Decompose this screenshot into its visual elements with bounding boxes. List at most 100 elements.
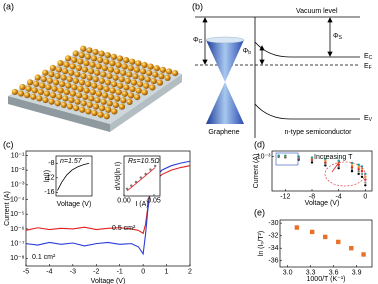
- nanoparticle: [97, 56, 104, 64]
- marker: [364, 175, 367, 179]
- nanoparticle: [49, 92, 57, 99]
- x-tick-label: 3.9: [352, 270, 362, 277]
- y-axis-label: ln(I): [44, 170, 51, 182]
- x-tick-label: -4: [46, 269, 52, 276]
- marker: [277, 154, 280, 157]
- marker: [361, 252, 366, 257]
- nanoparticle: [95, 90, 103, 97]
- nanoparticle: [72, 77, 79, 84]
- marker: [154, 164, 157, 168]
- annotation-arrow: [331, 160, 341, 173]
- nanoparticle: [144, 76, 151, 83]
- nanoparticle: [39, 82, 46, 89]
- nanoparticle: [69, 90, 77, 97]
- cone-rim: [205, 36, 245, 44]
- marker: [125, 187, 129, 190]
- nanoparticle: [136, 81, 144, 88]
- nanoparticle: [113, 68, 121, 75]
- nanoparticle: [115, 89, 122, 96]
- nanoparticle: [132, 73, 139, 80]
- nanoparticle: [111, 108, 118, 115]
- symbol: E: [364, 63, 369, 70]
- nanoparticle: [92, 76, 99, 83]
- nanoparticle: [143, 82, 150, 89]
- nanoparticle: [111, 81, 118, 88]
- nanoparticle: [164, 74, 171, 81]
- symbol: Φ: [193, 37, 199, 44]
- nanoparticle: [48, 98, 55, 105]
- nanoparticle: [77, 58, 84, 65]
- nanoparticle: [141, 89, 148, 96]
- nanoparticle: [86, 47, 93, 54]
- nanoparticle: [62, 68, 69, 75]
- y-axis-label: dV/d(ln I): [115, 162, 122, 190]
- nanoparticle: [81, 66, 89, 73]
- conduction-band: [254, 41, 360, 58]
- nanoparticle: [158, 73, 165, 80]
- x-tick-label: 3.0: [283, 270, 293, 277]
- panel-label: (c): [3, 139, 14, 149]
- nanoparticle: [105, 106, 112, 113]
- nanoparticle: [97, 84, 104, 91]
- nanoparticle: [66, 76, 73, 83]
- marker: [284, 154, 287, 157]
- nanoparticle: [104, 52, 111, 59]
- nanoparticle: [56, 93, 63, 100]
- nanoparticle: [71, 56, 78, 64]
- nanoparticle: [123, 56, 130, 64]
- marker: [360, 172, 364, 176]
- vacuum-label: Vacuum level: [296, 8, 338, 15]
- y-tick-label: 10⁻⁵: [10, 211, 24, 218]
- x-tick-label: -5: [23, 269, 29, 276]
- plot: -5 -4 -3 -2 -1 0 1 2 10⁻¹ 10⁻² 10⁻³ 10⁻⁴ 10⁻⁵ 10⁻⁶ 10⁻…: [4, 150, 192, 284]
- nanoparticle: [36, 95, 43, 102]
- nanoparticle: [149, 84, 156, 91]
- nanoparticle: [116, 55, 124, 62]
- nanoparticle: [141, 61, 148, 69]
- nanoparticle: [62, 95, 69, 102]
- nanoparticle: [124, 77, 131, 85]
- marker: [364, 172, 367, 176]
- inset-annotation: n=1.57: [60, 158, 83, 165]
- ec-label: EC: [364, 53, 373, 61]
- y-tick-label: 10⁻³: [11, 182, 25, 189]
- nanoparticle: [68, 97, 75, 104]
- nanoparticle: [133, 66, 141, 73]
- nanoparticle: [60, 101, 67, 109]
- nanoparticle: [95, 63, 102, 70]
- nanoparticle: [33, 80, 40, 88]
- plot: 0.00 0.05I (A) dV/d(ln I) Rs=10.5Ω: [115, 155, 161, 208]
- subscript: F: [369, 65, 372, 71]
- nanoparticle: [114, 95, 121, 102]
- marker: [360, 165, 364, 168]
- x-tick-label: -3: [70, 269, 76, 276]
- nanoparticle: [129, 58, 136, 65]
- marker: [357, 163, 360, 166]
- nanoparticle: [34, 74, 41, 81]
- nanoparticle: [87, 68, 95, 75]
- x-axis-label: 1000/T (K⁻¹): [307, 276, 346, 283]
- y-axis-label: Current (A): [4, 191, 11, 226]
- nanoparticle: [51, 85, 58, 92]
- marker: [360, 175, 364, 179]
- nanoparticle: [118, 76, 125, 83]
- x-tick-label: 0.00: [117, 197, 131, 204]
- nanoparticle: [45, 84, 52, 91]
- series-line: [126, 167, 156, 192]
- x-axis-label: I (A): [135, 201, 148, 208]
- nanoparticle: [123, 84, 130, 91]
- x-tick-label: 3.6: [329, 270, 339, 277]
- phi-b: Φb: [243, 48, 252, 56]
- nanoparticle: [86, 101, 93, 109]
- series-label: 0.1 cm²: [32, 254, 56, 261]
- y-tick-label: -30: [268, 220, 278, 227]
- series-label: 0.5 cm²: [112, 225, 136, 232]
- slab-front: [8, 96, 110, 132]
- marker: [324, 161, 327, 164]
- inset-annotation: Rs=10.5Ω: [128, 158, 160, 165]
- marker: [337, 166, 340, 170]
- nanoparticle: [92, 103, 100, 110]
- nanoparticle: [88, 95, 95, 102]
- nanoparticle: [80, 45, 87, 52]
- nanoparticle: [46, 77, 54, 84]
